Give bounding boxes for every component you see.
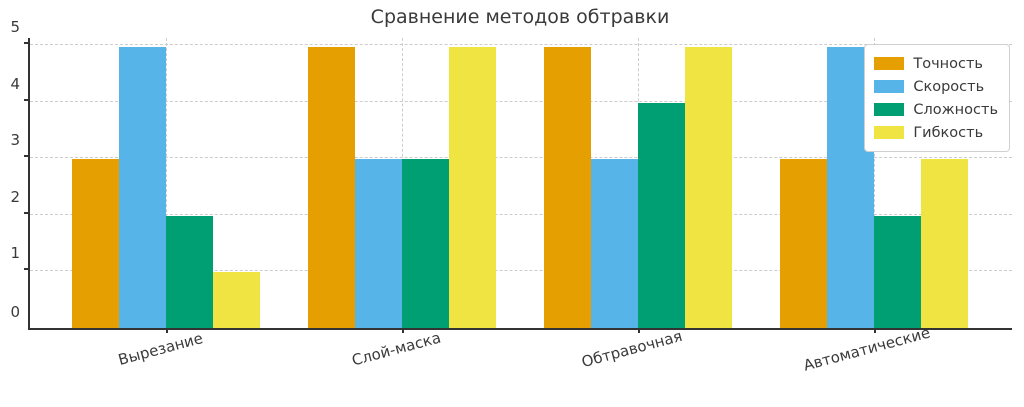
legend-label: Скорость: [913, 78, 985, 95]
xtick-label-2: Обтравочная: [579, 326, 685, 372]
bar-Сложность-Слой-маска: [402, 159, 449, 328]
legend-swatch-icon: [874, 103, 905, 116]
xtick-mark-2: [638, 328, 640, 333]
legend-item-2: Сложность: [874, 98, 998, 121]
bar-Точность-Вырезание: [72, 159, 119, 328]
legend-label: Сложность: [913, 101, 998, 118]
bar-Сложность-Автоматические: [874, 215, 921, 328]
bar-Точность-Обтравочная: [544, 47, 591, 328]
ytick-label-2: 2: [10, 187, 20, 206]
ytick-label-0: 0: [10, 303, 20, 321]
legend-label: Гибкость: [913, 124, 984, 141]
legend-item-1: Скорость: [874, 75, 998, 98]
gridline-y-1: [30, 270, 1012, 272]
ytick-label-1: 1: [10, 244, 20, 263]
bar-Гибкость-Обтравочная: [685, 47, 732, 328]
legend-label: Точность: [913, 55, 983, 72]
legend-swatch-icon: [874, 80, 905, 93]
xtick-mark-1: [402, 328, 404, 333]
legend: Точность Скорость Сложность Гибкость: [864, 44, 1010, 152]
bar-Гибкость-Слой-маска: [449, 47, 496, 328]
bar-Скорость-Обтравочная: [591, 159, 638, 328]
ytick-mark-1: [24, 268, 30, 271]
xtick-mark-3: [874, 328, 876, 333]
legend-swatch-icon: [874, 57, 905, 70]
ytick-mark-3: [24, 155, 30, 158]
ytick-label-4: 4: [10, 74, 20, 93]
xtick-label-3: Автоматические: [801, 323, 933, 375]
bar-group-2: [544, 38, 732, 328]
gridline-y-4: [30, 100, 1012, 102]
bar-Сложность-Обтравочная: [638, 103, 685, 328]
bar-group-3: [780, 38, 968, 328]
chart-title: Сравнение методов обтравки: [370, 6, 670, 28]
xtick-label-0: Вырезание: [116, 329, 205, 369]
bar-Гибкость-Вырезание: [213, 271, 260, 328]
ytick-label-3: 3: [10, 131, 20, 150]
bar-Точность-Автоматические: [780, 159, 827, 328]
bar-Сложность-Вырезание: [166, 215, 213, 328]
bar-Скорость-Вырезание: [119, 47, 166, 328]
bar-Точность-Слой-маска: [308, 47, 355, 328]
ytick-mark-4: [24, 98, 30, 101]
gridline-x-3: [874, 38, 875, 328]
bar-Гибкость-Автоматические: [921, 159, 968, 328]
gridline-x-0: [166, 38, 167, 328]
bar-group-1: [308, 38, 496, 328]
ytick-label-5: 5: [10, 18, 20, 37]
legend-item-3: Гибкость: [874, 121, 998, 144]
ytick-mark-5: [24, 42, 30, 45]
bar-group-0: [72, 38, 260, 328]
gridline-y-5: [30, 44, 1012, 46]
xtick-mark-0: [166, 328, 168, 333]
legend-item-0: Точность: [874, 52, 998, 75]
bar-Скорость-Слой-маска: [355, 159, 402, 328]
gridline-y-3: [30, 157, 1012, 159]
legend-swatch-icon: [874, 126, 905, 139]
gridline-y-2: [30, 213, 1012, 215]
ytick-mark-2: [24, 211, 30, 214]
xtick-label-1: Слой-маска: [349, 328, 443, 370]
plot-area: 0 1 2 3 4 5: [10, 18, 1012, 333]
